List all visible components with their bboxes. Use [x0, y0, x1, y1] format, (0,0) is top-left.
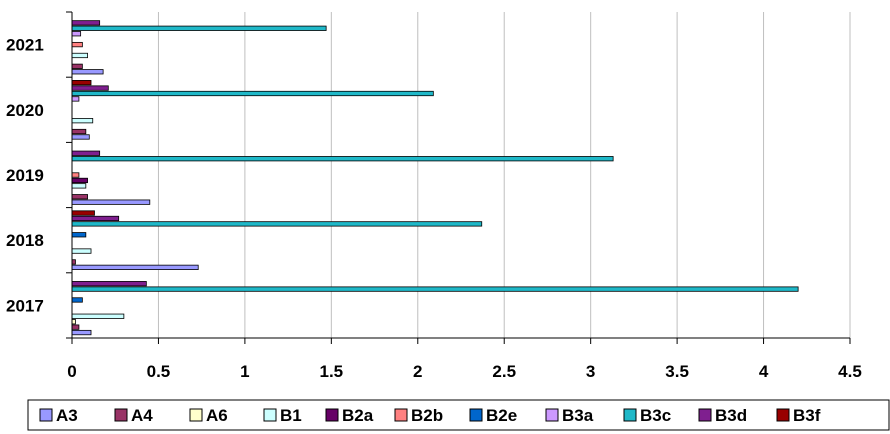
bar-b3d-2021	[71, 20, 101, 26]
legend-swatch-b3d	[698, 408, 712, 422]
bar-b1-2017	[71, 313, 125, 319]
legend-swatch-b2b	[394, 408, 408, 422]
bar-b1-2018	[71, 248, 92, 254]
bar-b2a-2019	[71, 177, 88, 184]
bar-b3d-2017	[71, 281, 147, 287]
legend-label-a3: A3	[56, 406, 78, 425]
bar-b3d-2019	[71, 150, 101, 156]
bar-b3a-2021	[71, 31, 82, 37]
x-tick-label: 4.5	[838, 362, 862, 381]
legend-swatch-a4	[114, 408, 128, 422]
legend-swatch-b2e	[469, 408, 483, 422]
legend-label-b2e: B2e	[486, 406, 517, 425]
x-tick-label: 3.5	[665, 362, 689, 381]
x-tick-label: 2.5	[492, 362, 516, 381]
bar-a4-2021	[71, 63, 83, 69]
x-tick-label: 4	[759, 362, 769, 381]
legend-label-b3d: B3d	[715, 406, 747, 425]
bar-b3c-2021	[71, 25, 327, 31]
y-tick-label-2021: 2021	[6, 36, 44, 55]
bars	[71, 20, 799, 336]
legend-swatch-b1	[263, 408, 277, 422]
legend-swatch-b2a	[325, 408, 339, 422]
bar-b2e-2018	[71, 232, 87, 238]
legend: A3 A4 A6 B1 B2a B2b B2e B3a B3c B3d B3f	[27, 399, 890, 431]
legend-label-a6: A6	[206, 406, 228, 425]
legend-swatch-a3	[39, 408, 53, 422]
y-tick-label-2017: 2017	[6, 296, 44, 315]
bar-a6-2017	[71, 319, 76, 325]
y-tick-labels: 2017 2018 2019 2020 2021	[6, 11, 72, 339]
legend-label-a4: A4	[131, 406, 153, 425]
legend-label-b2a: B2a	[342, 406, 374, 425]
bar-b3d-2020	[71, 85, 109, 91]
bar-b3c-2018	[71, 221, 483, 227]
x-tick-label: 1	[240, 362, 249, 381]
legend-label-b3c: B3c	[640, 406, 671, 425]
y-tick-label-2020: 2020	[6, 101, 44, 120]
legend-swatch-b3c	[623, 408, 637, 422]
bar-b1-2020	[71, 118, 94, 124]
y-tick-label-2018: 2018	[6, 231, 44, 250]
bar-a3-2018	[71, 264, 199, 270]
bar-b2b-2021	[71, 41, 83, 48]
bar-b3c-2017	[71, 286, 799, 292]
bar-a3-2021	[71, 69, 104, 75]
bar-b1-2021	[71, 52, 88, 59]
x-tick-label: 1.5	[320, 362, 344, 381]
legend-swatch-b3f	[776, 408, 790, 422]
legend-label-b3f: B3f	[793, 406, 821, 425]
bar-a4-2020	[71, 128, 87, 135]
bar-b3f-2020	[71, 80, 92, 86]
legend-frame	[27, 399, 890, 431]
x-tick-label: 2	[413, 362, 422, 381]
bar-a3-2017	[71, 329, 92, 336]
bar-b3f-2018	[71, 210, 95, 216]
legend-swatch-a6	[189, 408, 203, 422]
bar-b1-2019	[71, 183, 87, 189]
legend-label-b1: B1	[280, 406, 302, 425]
x-tick-label: 3	[586, 362, 595, 381]
bar-b3c-2019	[71, 156, 614, 162]
bar-b2e-2017	[71, 297, 83, 303]
legend-swatch-b3a	[545, 408, 559, 422]
gridlines	[157, 12, 851, 338]
bar-a4-2017	[71, 324, 80, 330]
bar-b2b-2019	[71, 172, 80, 178]
x-tick-labels: 0 0.5 1 1.5 2 2.5 3 3.5 4 4.5	[67, 338, 862, 381]
bar-a4-2019	[71, 194, 88, 200]
x-tick-label: 0	[67, 362, 76, 381]
bar-a3-2020	[71, 134, 90, 140]
legend-label-b2b: B2b	[411, 406, 443, 425]
axes	[71, 12, 850, 339]
bar-b3d-2018	[71, 215, 120, 222]
bar-a4-2018	[71, 259, 76, 265]
bar-a3-2019	[71, 199, 151, 205]
legend-label-b3a: B3a	[562, 406, 594, 425]
bar-b3a-2020	[71, 96, 80, 102]
y-tick-label-2019: 2019	[6, 166, 44, 185]
x-tick-label: 0.5	[147, 362, 171, 381]
bar-b3c-2020	[71, 90, 434, 97]
